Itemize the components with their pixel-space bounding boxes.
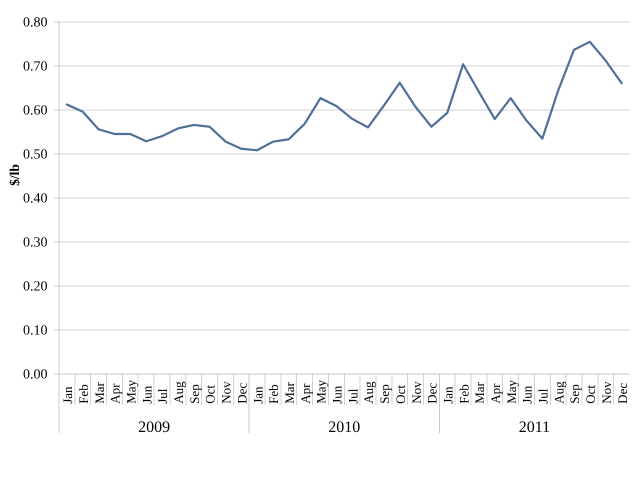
- svg-text:Mar: Mar: [92, 381, 107, 403]
- svg-text:May: May: [314, 379, 329, 403]
- svg-text:Aug: Aug: [171, 381, 186, 404]
- svg-text:Sep: Sep: [377, 384, 392, 404]
- svg-text:Aug: Aug: [361, 381, 376, 404]
- svg-text:May: May: [504, 379, 519, 403]
- svg-text:Feb: Feb: [266, 384, 281, 404]
- svg-text:Jan: Jan: [60, 386, 75, 404]
- svg-text:0.00: 0.00: [23, 368, 48, 383]
- svg-text:Oct: Oct: [393, 385, 408, 404]
- svg-text:Mar: Mar: [472, 381, 487, 403]
- svg-text:0.80: 0.80: [23, 16, 48, 31]
- svg-text:2009: 2009: [138, 419, 170, 436]
- svg-text:2010: 2010: [328, 419, 360, 436]
- svg-text:0.60: 0.60: [23, 104, 48, 119]
- svg-text:Jan: Jan: [440, 386, 455, 404]
- svg-text:Dec: Dec: [425, 383, 440, 404]
- svg-text:Apr: Apr: [298, 383, 313, 404]
- svg-text:0.30: 0.30: [23, 236, 48, 251]
- svg-text:Apr: Apr: [108, 383, 123, 404]
- svg-text:Nov: Nov: [409, 381, 424, 404]
- svg-text:Apr: Apr: [488, 383, 503, 404]
- svg-text:Jan: Jan: [250, 386, 265, 404]
- svg-text:Dec: Dec: [234, 383, 249, 404]
- svg-text:Oct: Oct: [583, 385, 598, 404]
- svg-text:0.50: 0.50: [23, 148, 48, 163]
- svg-text:Jun: Jun: [139, 385, 154, 404]
- svg-text:Nov: Nov: [219, 381, 234, 404]
- svg-text:Oct: Oct: [203, 385, 218, 404]
- svg-text:Jul: Jul: [155, 388, 170, 404]
- svg-text:0.20: 0.20: [23, 280, 48, 295]
- svg-text:Nov: Nov: [599, 381, 614, 404]
- svg-text:2011: 2011: [519, 419, 550, 436]
- svg-text:Jul: Jul: [536, 388, 551, 404]
- svg-text:Aug: Aug: [551, 381, 566, 404]
- svg-text:Sep: Sep: [567, 384, 582, 404]
- svg-text:Mar: Mar: [282, 381, 297, 403]
- svg-text:Feb: Feb: [456, 384, 471, 404]
- svg-text:Sep: Sep: [187, 384, 202, 404]
- svg-text:Dec: Dec: [615, 383, 630, 404]
- svg-text:May: May: [124, 379, 139, 403]
- svg-text:Jun: Jun: [520, 385, 535, 404]
- svg-text:Feb: Feb: [76, 384, 91, 404]
- svg-text:0.70: 0.70: [23, 60, 48, 75]
- svg-text:$/lb: $/lb: [7, 164, 22, 186]
- svg-text:0.40: 0.40: [23, 192, 48, 207]
- svg-text:0.10: 0.10: [23, 324, 48, 339]
- svg-text:Jun: Jun: [330, 385, 345, 404]
- svg-text:Jul: Jul: [345, 388, 360, 404]
